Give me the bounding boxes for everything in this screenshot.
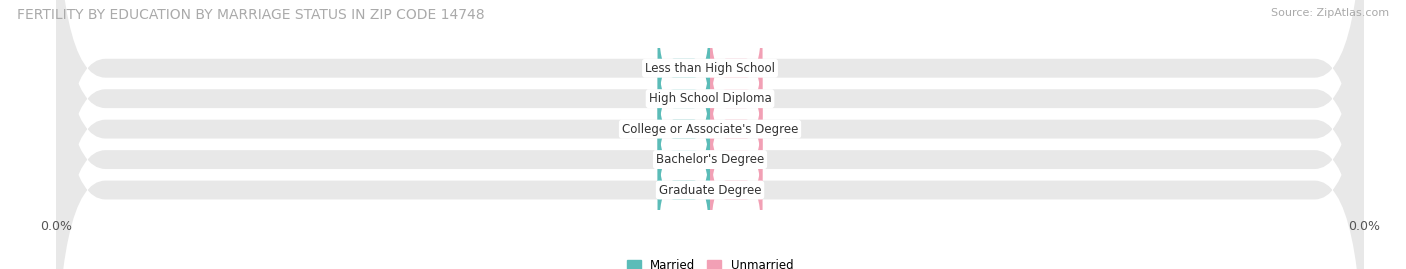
FancyBboxPatch shape [56,0,1364,269]
Legend: Married, Unmarried: Married, Unmarried [627,259,793,269]
FancyBboxPatch shape [658,123,710,257]
FancyBboxPatch shape [710,62,762,196]
FancyBboxPatch shape [658,2,710,135]
Text: College or Associate's Degree: College or Associate's Degree [621,123,799,136]
Text: 0.0%: 0.0% [721,63,751,73]
FancyBboxPatch shape [658,93,710,226]
FancyBboxPatch shape [710,93,762,226]
Text: High School Diploma: High School Diploma [648,92,772,105]
FancyBboxPatch shape [710,123,762,257]
FancyBboxPatch shape [710,2,762,135]
Text: 0.0%: 0.0% [669,63,699,73]
Text: 0.0%: 0.0% [721,155,751,165]
Text: Less than High School: Less than High School [645,62,775,75]
Text: 0.0%: 0.0% [721,94,751,104]
FancyBboxPatch shape [658,62,710,196]
FancyBboxPatch shape [710,32,762,165]
FancyBboxPatch shape [56,0,1364,269]
Text: 0.0%: 0.0% [669,124,699,134]
FancyBboxPatch shape [658,32,710,165]
Text: 0.0%: 0.0% [721,185,751,195]
Text: 0.0%: 0.0% [669,185,699,195]
FancyBboxPatch shape [56,0,1364,269]
Text: Bachelor's Degree: Bachelor's Degree [657,153,763,166]
Text: Source: ZipAtlas.com: Source: ZipAtlas.com [1271,8,1389,18]
Text: 0.0%: 0.0% [721,124,751,134]
FancyBboxPatch shape [56,0,1364,269]
Text: 0.0%: 0.0% [669,155,699,165]
Text: 0.0%: 0.0% [669,94,699,104]
FancyBboxPatch shape [56,0,1364,269]
Text: FERTILITY BY EDUCATION BY MARRIAGE STATUS IN ZIP CODE 14748: FERTILITY BY EDUCATION BY MARRIAGE STATU… [17,8,485,22]
Text: Graduate Degree: Graduate Degree [659,183,761,197]
